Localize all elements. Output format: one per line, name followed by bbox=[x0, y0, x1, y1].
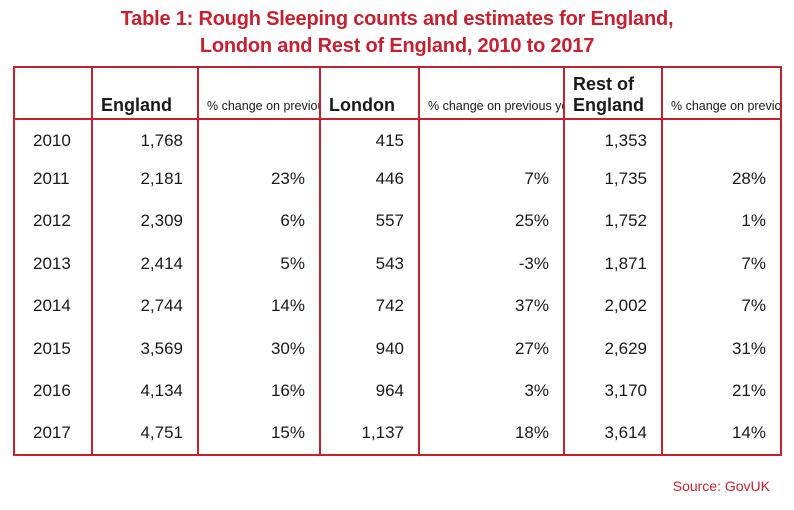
table-title-line-1: Table 1: Rough Sleeping counts and estim… bbox=[120, 8, 674, 30]
cell-england: 1,768 bbox=[91, 119, 199, 157]
cell-rest: 1,353 bbox=[563, 119, 663, 157]
header-england: England bbox=[91, 66, 199, 120]
table-row: 2012 2,309 6% 557 25% 1,752 1% bbox=[13, 200, 782, 242]
cell-rest: 2,002 bbox=[563, 285, 663, 327]
cell-london-pct: 7% bbox=[418, 157, 565, 200]
header-rest-line-2: England bbox=[573, 95, 644, 115]
table-row: 2015 3,569 30% 940 27% 2,629 31% bbox=[13, 327, 782, 370]
table-row: 2014 2,744 14% 742 37% 2,002 7% bbox=[13, 285, 782, 327]
cell-england-pct: 6% bbox=[197, 200, 321, 242]
table-row: 2017 4,751 15% 1,137 18% 3,614 14% bbox=[13, 412, 782, 456]
cell-year: 2017 bbox=[13, 412, 93, 456]
header-rest-line-1: Rest of bbox=[573, 74, 635, 94]
table-row: 2016 4,134 16% 964 3% 3,170 21% bbox=[13, 370, 782, 412]
cell-rest: 3,170 bbox=[563, 370, 663, 412]
cell-rest: 1,871 bbox=[563, 242, 663, 285]
cell-england: 3,569 bbox=[91, 327, 199, 370]
cell-rest-pct: 21% bbox=[661, 370, 782, 412]
table-title-line-2: London and Rest of England, 2010 to 2017 bbox=[199, 35, 595, 57]
cell-london: 543 bbox=[319, 242, 420, 285]
rough-sleeping-table: England % change on previous year London… bbox=[13, 66, 782, 456]
header-rest-of-england: Rest of England bbox=[563, 66, 663, 120]
cell-year: 2012 bbox=[13, 200, 93, 242]
cell-england: 2,309 bbox=[91, 200, 199, 242]
cell-england-pct: 30% bbox=[197, 327, 321, 370]
cell-year: 2014 bbox=[13, 285, 93, 327]
table-row: 2013 2,414 5% 543 -3% 1,871 7% bbox=[13, 242, 782, 285]
cell-rest-pct: 1% bbox=[661, 200, 782, 242]
cell-london: 446 bbox=[319, 157, 420, 200]
cell-england-pct bbox=[197, 119, 321, 157]
header-london-pct: % change on previous year bbox=[418, 66, 565, 120]
cell-london-pct bbox=[418, 119, 565, 157]
cell-london-pct: 37% bbox=[418, 285, 565, 327]
cell-rest-pct: 7% bbox=[661, 242, 782, 285]
source-note: Source: GovUK bbox=[672, 478, 770, 494]
cell-england-pct: 16% bbox=[197, 370, 321, 412]
cell-year: 2013 bbox=[13, 242, 93, 285]
cell-london-pct: 18% bbox=[418, 412, 565, 456]
cell-england-pct: 5% bbox=[197, 242, 321, 285]
cell-year: 2015 bbox=[13, 327, 93, 370]
cell-year: 2010 bbox=[13, 119, 93, 157]
cell-rest: 2,629 bbox=[563, 327, 663, 370]
table-row: 2011 2,181 23% 446 7% 1,735 28% bbox=[13, 157, 782, 200]
cell-london-pct: -3% bbox=[418, 242, 565, 285]
header-london: London bbox=[319, 66, 420, 120]
cell-london-pct: 27% bbox=[418, 327, 565, 370]
cell-england: 4,751 bbox=[91, 412, 199, 456]
cell-year: 2011 bbox=[13, 157, 93, 200]
cell-london: 415 bbox=[319, 119, 420, 157]
cell-london: 742 bbox=[319, 285, 420, 327]
cell-rest-pct: 28% bbox=[661, 157, 782, 200]
cell-england: 2,181 bbox=[91, 157, 199, 200]
header-row: England % change on previous year London… bbox=[13, 66, 782, 120]
cell-london: 940 bbox=[319, 327, 420, 370]
cell-london-pct: 25% bbox=[418, 200, 565, 242]
cell-rest-pct: 14% bbox=[661, 412, 782, 456]
cell-rest-pct: 31% bbox=[661, 327, 782, 370]
table-row: 2010 1,768 415 1,353 bbox=[13, 119, 782, 157]
table-title: Table 1: Rough Sleeping counts and estim… bbox=[0, 6, 794, 60]
cell-england: 2,744 bbox=[91, 285, 199, 327]
cell-london: 557 bbox=[319, 200, 420, 242]
header-rest-pct: % change on previous year bbox=[661, 66, 782, 120]
header-year bbox=[13, 66, 93, 120]
cell-england: 4,134 bbox=[91, 370, 199, 412]
cell-rest-pct bbox=[661, 119, 782, 157]
cell-rest: 3,614 bbox=[563, 412, 663, 456]
cell-london: 1,137 bbox=[319, 412, 420, 456]
cell-rest: 1,752 bbox=[563, 200, 663, 242]
cell-england-pct: 23% bbox=[197, 157, 321, 200]
cell-england-pct: 14% bbox=[197, 285, 321, 327]
cell-england-pct: 15% bbox=[197, 412, 321, 456]
cell-england: 2,414 bbox=[91, 242, 199, 285]
header-england-pct: % change on previous year bbox=[197, 66, 321, 120]
cell-year: 2016 bbox=[13, 370, 93, 412]
cell-rest: 1,735 bbox=[563, 157, 663, 200]
cell-rest-pct: 7% bbox=[661, 285, 782, 327]
cell-london-pct: 3% bbox=[418, 370, 565, 412]
cell-london: 964 bbox=[319, 370, 420, 412]
